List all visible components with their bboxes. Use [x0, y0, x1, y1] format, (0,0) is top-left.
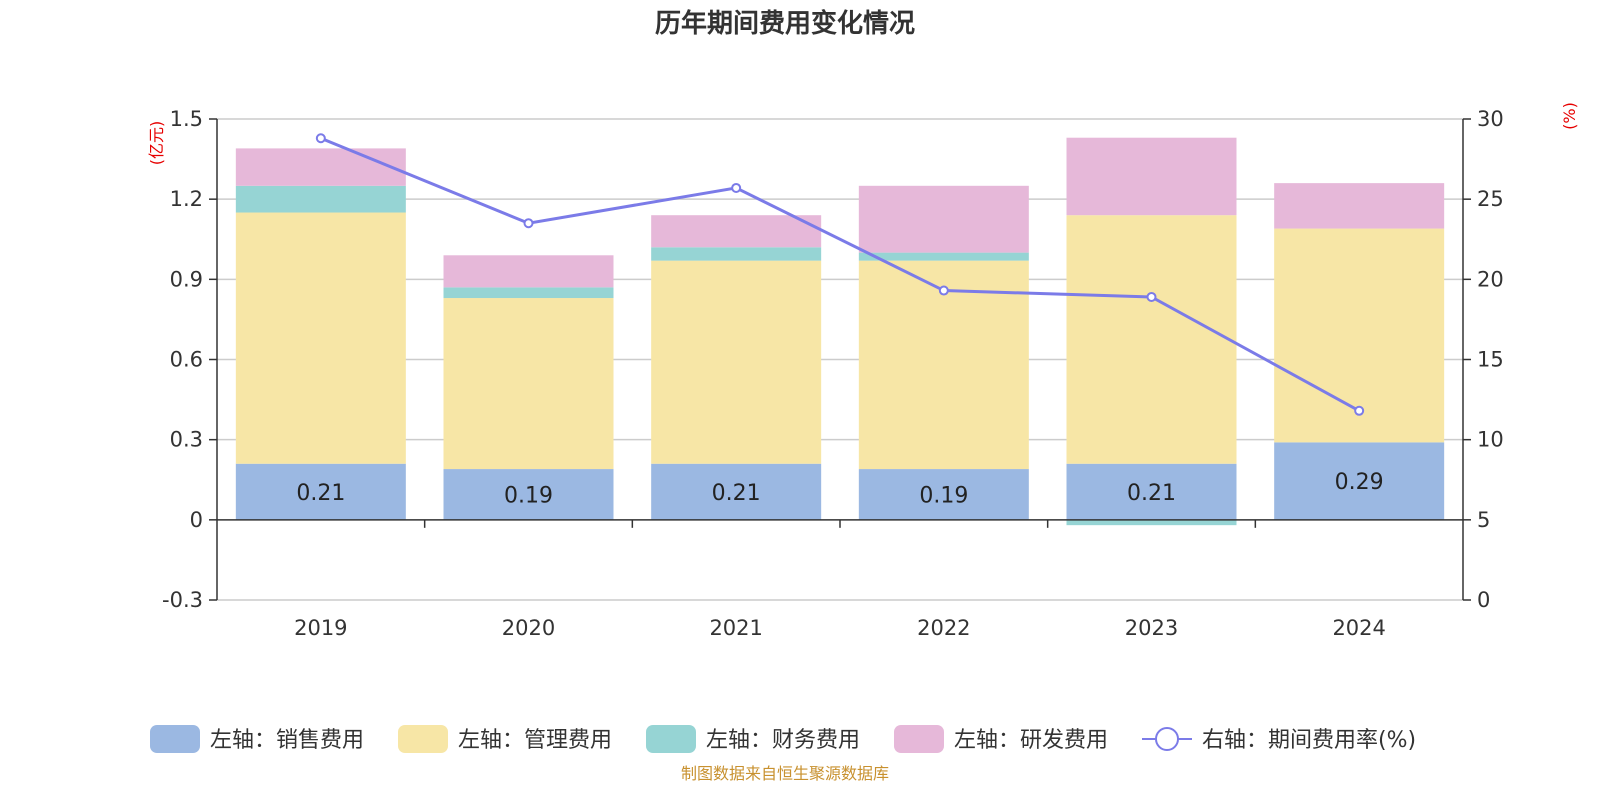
legend: 左轴：销售费用 左轴：管理费用 左轴：财务费用 左轴：研发费用 右轴：期间费用率(%) — [150, 725, 1416, 753]
right-tick-label: 15 — [1477, 348, 1504, 372]
rate-line-path — [320, 136, 1360, 413]
legend-swatch-admin — [398, 725, 448, 753]
bar-sales-2020 — [443, 469, 614, 520]
legend-label-rnd: 左轴：研发费用 — [954, 728, 1108, 753]
bar-rnd-2019 — [235, 148, 406, 186]
bar-rnd-2023 — [1066, 137, 1237, 216]
chart-title: 历年期间费用变化情况 — [655, 8, 915, 39]
rate-point — [315, 133, 326, 144]
left-tick-label: 1.5 — [170, 107, 203, 131]
bar-sales-2019 — [235, 463, 406, 520]
bar-rnd-2020 — [443, 255, 614, 288]
x-tick-label: 2023 — [1125, 616, 1178, 640]
right-tick-label: 25 — [1477, 187, 1504, 211]
left-tick-label: 0.3 — [170, 428, 203, 452]
source-footer: 制图数据来自恒生聚源数据库 — [681, 764, 889, 783]
right-tick-label: 5 — [1477, 508, 1490, 532]
axes: 1.5 1.2 0.9 0.6 0.3 0 -0.3 30 25 20 15 10 5 0 2019 2020… — [147, 102, 1579, 640]
left-tick-label: 0.6 — [170, 348, 203, 372]
x-tick-label: 2022 — [917, 616, 970, 640]
x-tick-label: 2019 — [294, 616, 347, 640]
data-labels: 0.21 0.19 0.21 0.19 0.21 0.29 — [296, 470, 1383, 508]
right-tick-label: 10 — [1477, 428, 1504, 452]
legend-label-finance: 左轴：财务费用 — [706, 728, 860, 753]
left-unit-label: (亿元) — [147, 121, 166, 166]
left-tick-label: 1.2 — [170, 187, 203, 211]
sales-data-label: 0.19 — [919, 483, 968, 508]
rate-point — [1354, 405, 1365, 416]
legend-label-rate: 右轴：期间费用率(%) — [1202, 728, 1416, 753]
x-tick-label: 2024 — [1332, 616, 1385, 640]
x-tick-label: 2020 — [502, 616, 555, 640]
legend-swatch-rnd — [894, 725, 944, 753]
left-tick-label: 0.9 — [170, 267, 203, 291]
bar-sales-2022 — [858, 469, 1029, 520]
bar-admin-2019 — [235, 212, 406, 464]
bar-finance-2021 — [651, 247, 822, 261]
rate-point — [731, 182, 742, 193]
bar-finance-2023 — [1066, 519, 1237, 526]
left-tick-label: -0.3 — [162, 588, 203, 612]
bar-rnd-2021 — [651, 215, 822, 248]
bar-admin-2021 — [651, 260, 822, 464]
right-unit-label: (%) — [1560, 102, 1579, 130]
bar-sales-2023 — [1066, 463, 1237, 520]
bar-rnd-2024 — [1274, 183, 1445, 229]
bar-finance-2022 — [858, 252, 1029, 261]
legend-marker-icon — [1155, 727, 1179, 751]
bar-finance-2019 — [235, 185, 406, 213]
grid — [217, 118, 1463, 601]
sales-data-label: 0.21 — [712, 481, 761, 506]
sales-data-label: 0.21 — [1127, 481, 1176, 506]
rate-line — [315, 133, 1365, 416]
legend-swatch-sales — [150, 725, 200, 753]
sales-data-label: 0.21 — [296, 481, 345, 506]
rate-point — [1146, 291, 1157, 302]
legend-label-admin: 左轴：管理费用 — [458, 728, 612, 753]
bar-sales-2021 — [651, 463, 822, 520]
bars — [235, 137, 1445, 526]
sales-data-label: 0.19 — [504, 483, 553, 508]
right-tick-label: 20 — [1477, 267, 1504, 291]
bar-rnd-2022 — [858, 185, 1029, 253]
bar-sales-2024 — [1274, 442, 1445, 520]
legend-label-sales: 左轴：销售费用 — [210, 728, 364, 753]
bar-finance-2020 — [443, 287, 614, 299]
legend-swatch-finance — [646, 725, 696, 753]
right-tick-label: 30 — [1477, 107, 1504, 131]
rate-point — [938, 285, 949, 296]
right-tick-label: 0 — [1477, 588, 1490, 612]
sales-data-label: 0.29 — [1335, 470, 1384, 495]
bar-admin-2023 — [1066, 215, 1237, 464]
rate-point — [523, 218, 534, 229]
bar-admin-2020 — [443, 298, 614, 470]
x-tick-label: 2021 — [709, 616, 762, 640]
left-tick-label: 0 — [190, 508, 203, 532]
